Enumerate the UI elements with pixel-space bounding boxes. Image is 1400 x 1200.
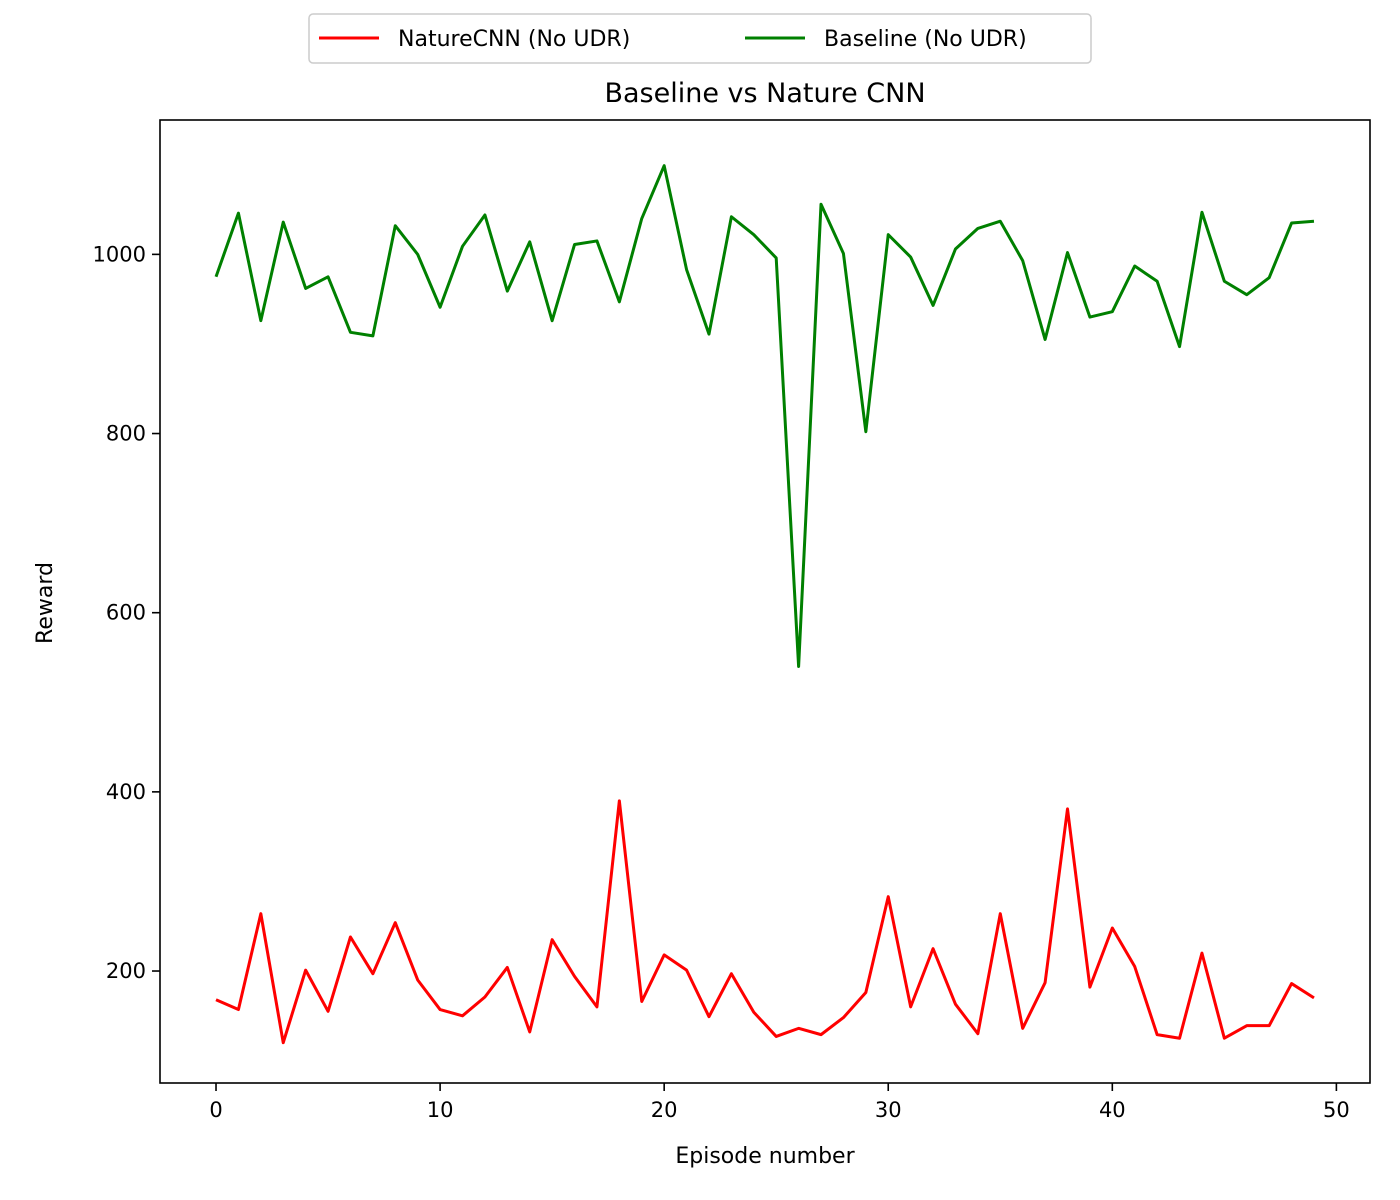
legend: NatureCNN (No UDR) Baseline (No UDR) bbox=[308, 13, 1092, 64]
x-tick-label: 20 bbox=[651, 1098, 678, 1122]
x-tick-label: 40 bbox=[1099, 1098, 1126, 1122]
legend-label-baseline: Baseline (No UDR) bbox=[824, 27, 1027, 52]
y-tick-label: 400 bbox=[106, 780, 146, 804]
x-axis: 0 10 20 30 40 50 bbox=[209, 1083, 1350, 1122]
x-axis-label: Episode number bbox=[675, 1144, 855, 1169]
y-axis-label: Reward bbox=[33, 562, 58, 644]
series-lines bbox=[214, 164, 1315, 1045]
x-tick-label: 10 bbox=[427, 1098, 454, 1122]
y-tick-label: 200 bbox=[106, 959, 146, 983]
y-axis: 200 400 600 800 1000 bbox=[93, 242, 160, 983]
legend-label-naturecnn: NatureCNN (No UDR) bbox=[398, 27, 630, 52]
chart-title: Baseline vs Nature CNN bbox=[604, 78, 925, 109]
legend-box bbox=[308, 13, 1092, 64]
y-tick-label: 600 bbox=[106, 601, 146, 625]
y-tick-label: 800 bbox=[106, 422, 146, 446]
series-line-baseline-no-udr bbox=[214, 164, 1315, 668]
x-tick-label: 50 bbox=[1323, 1098, 1350, 1122]
series-line-naturecnn-no-udr bbox=[215, 799, 1315, 1045]
plot-area bbox=[160, 120, 1370, 1083]
x-tick-label: 30 bbox=[875, 1098, 902, 1122]
plot-frame bbox=[159, 119, 1371, 1084]
x-tick-label: 0 bbox=[209, 1098, 222, 1122]
y-tick-label: 1000 bbox=[93, 242, 146, 266]
